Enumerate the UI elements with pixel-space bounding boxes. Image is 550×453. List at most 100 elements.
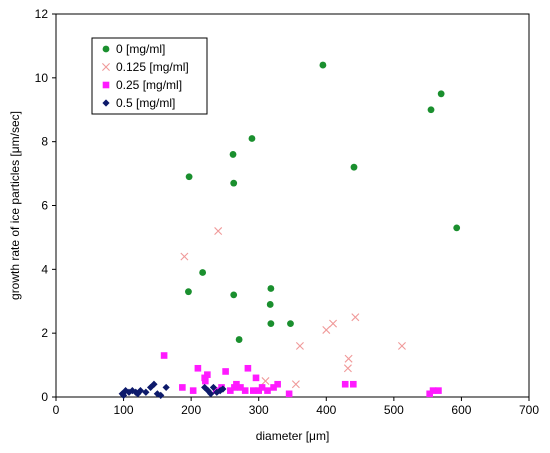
data-point (267, 285, 275, 292)
data-point (350, 380, 357, 388)
data-point (244, 364, 252, 372)
data-point (230, 291, 238, 299)
data-point (202, 377, 209, 385)
data-point (160, 352, 168, 359)
y-tick-label: 6 (41, 199, 48, 213)
legend-marker (102, 63, 110, 71)
y-axis-title: growth rate of ice particles [μm/sec] (8, 111, 22, 300)
data-point (255, 387, 263, 394)
y-tick-label: 8 (41, 135, 48, 149)
data-point (185, 288, 192, 296)
x-tick-label: 100 (114, 403, 134, 417)
data-point (453, 224, 461, 232)
data-points (118, 61, 461, 400)
series-1 (180, 227, 406, 389)
data-point (250, 387, 257, 394)
data-point (343, 364, 352, 373)
data-point (322, 325, 331, 334)
ticks: 0 100 200 300 400 500 600 700 0 2 4 6 8 10 12 (35, 7, 540, 417)
data-point (233, 380, 240, 388)
data-point (274, 380, 281, 388)
data-point (344, 354, 353, 363)
data-point (319, 61, 327, 69)
legend-label: 0.125 [mg/ml] (116, 60, 189, 74)
data-point (229, 151, 237, 158)
data-point (179, 384, 186, 391)
x-tick-label: 700 (519, 403, 539, 417)
data-point (227, 387, 234, 394)
data-point (153, 390, 161, 398)
data-point (230, 179, 238, 187)
legend-label: 0 [mg/ml] (116, 42, 165, 56)
data-point (427, 106, 435, 114)
data-point (204, 371, 211, 378)
data-point (241, 387, 249, 394)
legend-label: 0.5 [mg/ml] (116, 96, 175, 110)
data-point (157, 391, 165, 400)
data-point (185, 173, 193, 181)
data-point (264, 387, 271, 394)
data-point (295, 341, 304, 350)
data-point (270, 384, 277, 391)
data-point (213, 388, 221, 396)
data-point (219, 385, 227, 393)
data-point (125, 388, 133, 396)
data-point (329, 319, 338, 328)
y-tick-label: 0 (41, 390, 48, 404)
data-point (285, 390, 293, 398)
data-point (258, 384, 266, 391)
legend: 0 [mg/ml] 0.125 [mg/ml] 0.25 [mg/ml] 0.5 [m… (91, 37, 208, 115)
y-tick-label: 4 (41, 262, 48, 276)
data-point (189, 387, 197, 394)
data-point (426, 390, 433, 398)
data-point (429, 387, 437, 394)
x-axis-title: diameter [μm] (256, 429, 330, 443)
series-3 (118, 380, 227, 400)
data-point (267, 320, 275, 327)
data-point (435, 387, 442, 394)
data-point (201, 383, 209, 392)
data-point (207, 390, 215, 398)
data-point (437, 90, 445, 98)
legend-box (91, 37, 208, 115)
data-point (199, 269, 207, 276)
data-point (132, 388, 140, 396)
data-point (150, 380, 158, 388)
data-point (204, 387, 212, 395)
x-tick-label: 200 (181, 403, 201, 417)
legend-marker (102, 99, 110, 107)
x-tick-label: 0 (53, 403, 60, 417)
legend-label: 0.25 [mg/ml] (116, 78, 182, 92)
data-point (142, 388, 150, 396)
data-point (266, 301, 274, 308)
series-2 (160, 352, 442, 398)
x-tick-label: 300 (249, 403, 269, 417)
data-point (209, 383, 218, 392)
data-point (252, 374, 260, 382)
data-point (216, 387, 224, 395)
data-point (261, 377, 270, 386)
data-point (136, 387, 145, 395)
data-point (121, 387, 130, 395)
data-point (291, 380, 300, 389)
legend-marker (102, 81, 110, 89)
x-tick-label: 600 (451, 403, 471, 417)
legend-marker (102, 45, 110, 53)
data-point (350, 163, 358, 171)
data-point (128, 387, 136, 395)
data-point (235, 336, 243, 343)
y-tick-label: 12 (35, 7, 49, 21)
data-point (222, 368, 229, 375)
data-point (397, 341, 406, 350)
data-point (214, 227, 223, 236)
y-tick-label: 10 (35, 71, 49, 85)
data-point (180, 252, 189, 261)
series-0 (185, 61, 461, 343)
x-tick-label: 400 (316, 403, 336, 417)
data-point (341, 380, 349, 388)
data-point (351, 313, 360, 322)
data-point (287, 320, 294, 327)
data-point (194, 364, 202, 372)
